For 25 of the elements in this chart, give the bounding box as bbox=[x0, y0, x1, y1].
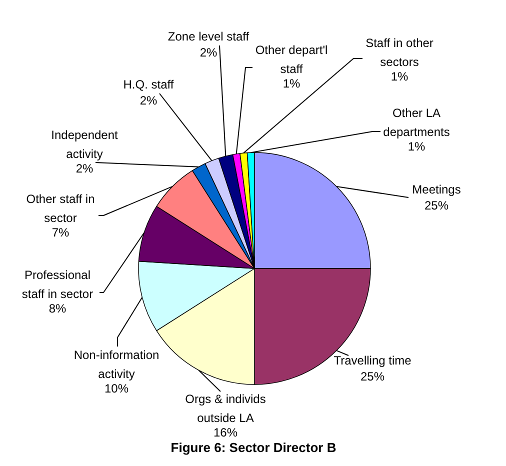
data-label: 1% bbox=[282, 76, 300, 90]
data-label: 8% bbox=[48, 302, 66, 316]
data-label: 1% bbox=[408, 140, 426, 154]
slice-label: Non-information activity bbox=[74, 348, 160, 381]
data-label: 16% bbox=[213, 426, 238, 440]
slice-label: Zone level staff bbox=[168, 30, 250, 44]
data-label: 10% bbox=[104, 382, 129, 396]
data-label: 7% bbox=[52, 226, 70, 240]
slice-label: Orgs & individs outside LA bbox=[185, 392, 266, 425]
data-label: 25% bbox=[424, 198, 449, 212]
slice-label: Other staff in sector bbox=[26, 192, 95, 225]
slice-label: Staff in other sectors bbox=[366, 36, 434, 69]
data-label: 2% bbox=[140, 94, 158, 108]
slice-label: Independent activity bbox=[51, 128, 119, 161]
slice-label: Other depart'l staff bbox=[255, 43, 328, 76]
data-label: 1% bbox=[390, 70, 408, 84]
text: Figure 6: Sector Director B bbox=[170, 440, 336, 455]
data-label: 25% bbox=[360, 370, 385, 384]
data-label: 2% bbox=[200, 46, 218, 60]
slice-label: Professional staff in sector bbox=[22, 268, 94, 301]
slice-label: Travelling time bbox=[334, 354, 412, 368]
slice-label: Other LA departments bbox=[383, 106, 450, 139]
data-label: 2% bbox=[76, 162, 94, 176]
slice-label: Meetings bbox=[412, 182, 461, 196]
slice-label: H.Q. staff bbox=[123, 78, 174, 92]
